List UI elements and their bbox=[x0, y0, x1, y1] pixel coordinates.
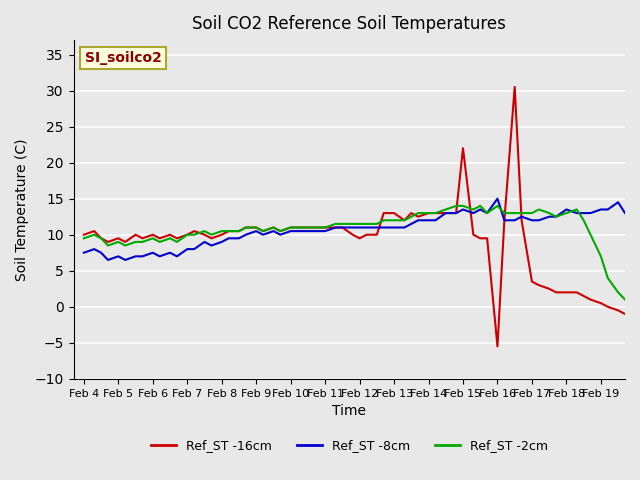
X-axis label: Time: Time bbox=[332, 404, 366, 418]
Title: Soil CO2 Reference Soil Temperatures: Soil CO2 Reference Soil Temperatures bbox=[193, 15, 506, 33]
Text: SI_soilco2: SI_soilco2 bbox=[84, 51, 161, 65]
Legend: Ref_ST -16cm, Ref_ST -8cm, Ref_ST -2cm: Ref_ST -16cm, Ref_ST -8cm, Ref_ST -2cm bbox=[146, 434, 553, 457]
Y-axis label: Soil Temperature (C): Soil Temperature (C) bbox=[15, 138, 29, 281]
